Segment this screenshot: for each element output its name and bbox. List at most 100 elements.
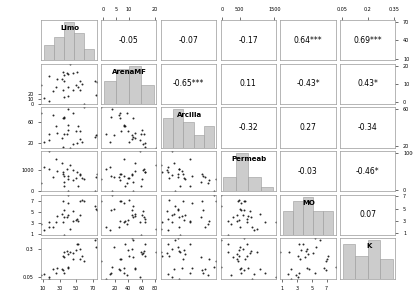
Point <box>285 249 291 254</box>
Bar <box>367 240 380 279</box>
Point <box>109 189 116 194</box>
Point <box>110 175 116 180</box>
Point <box>64 132 70 137</box>
Point <box>247 248 254 253</box>
Point <box>141 170 148 175</box>
Point <box>141 254 148 259</box>
Point <box>198 268 205 273</box>
Point <box>65 123 71 128</box>
Point <box>110 133 116 138</box>
Point <box>65 174 71 179</box>
Point <box>228 221 234 226</box>
Point <box>174 245 181 250</box>
Point <box>201 175 208 180</box>
Point <box>115 266 121 271</box>
Bar <box>84 49 94 60</box>
Point <box>52 124 59 129</box>
Point <box>76 199 83 204</box>
Point <box>116 177 123 182</box>
Point <box>140 141 146 146</box>
Point <box>81 102 87 107</box>
Point <box>59 199 66 204</box>
Point <box>141 242 148 247</box>
Text: -0.03: -0.03 <box>297 167 317 176</box>
Point <box>54 169 60 174</box>
Point <box>287 276 293 281</box>
Point <box>61 94 67 99</box>
Point <box>243 242 250 247</box>
Point <box>136 148 142 153</box>
Point <box>304 252 310 257</box>
Point <box>107 208 114 213</box>
Point <box>46 225 52 230</box>
Point <box>64 107 71 111</box>
Point <box>141 170 148 175</box>
Point <box>140 167 147 172</box>
Point <box>179 199 186 204</box>
Text: 0.27: 0.27 <box>299 123 316 132</box>
Point <box>81 176 87 181</box>
Point <box>246 251 252 256</box>
Point <box>77 247 83 252</box>
Point <box>124 176 131 180</box>
Point <box>217 192 223 197</box>
Point <box>181 177 188 182</box>
Point <box>91 189 98 194</box>
Point <box>224 219 231 224</box>
Point <box>311 236 318 241</box>
Point <box>61 180 67 184</box>
Point <box>61 131 67 136</box>
Point <box>116 268 123 273</box>
Point <box>240 236 247 241</box>
Text: -0.07: -0.07 <box>178 36 198 45</box>
Point <box>124 218 131 223</box>
Point <box>163 209 170 214</box>
Point <box>168 148 175 153</box>
Point <box>59 254 66 259</box>
Point <box>74 219 81 224</box>
Point <box>301 248 308 253</box>
Point <box>294 254 301 259</box>
Point <box>132 169 138 174</box>
Point <box>64 248 70 253</box>
Point <box>171 204 178 209</box>
Point <box>305 267 311 272</box>
Point <box>217 264 223 269</box>
Point <box>159 170 165 175</box>
Point <box>106 272 113 277</box>
Point <box>178 169 185 174</box>
Point <box>230 215 236 220</box>
Point <box>237 201 244 206</box>
Point <box>235 198 242 203</box>
Point <box>65 201 71 206</box>
Point <box>237 245 243 250</box>
Point <box>295 241 301 246</box>
Point <box>41 95 47 100</box>
Point <box>224 241 231 246</box>
Point <box>120 271 127 276</box>
Point <box>61 79 67 83</box>
Point <box>180 218 187 223</box>
Point <box>54 265 60 270</box>
Point <box>123 111 130 116</box>
Point <box>303 247 310 252</box>
Bar <box>248 177 260 191</box>
Point <box>117 257 124 262</box>
Text: Permeab: Permeab <box>231 156 266 162</box>
Point <box>102 132 109 137</box>
Bar <box>302 197 312 235</box>
Point <box>187 219 193 224</box>
Point <box>81 105 87 110</box>
Point <box>91 135 98 140</box>
Point <box>261 271 268 276</box>
Point <box>61 174 67 179</box>
Point <box>168 275 175 280</box>
Point <box>115 113 121 118</box>
Point <box>323 257 329 262</box>
Point <box>256 267 262 272</box>
Bar <box>163 118 173 148</box>
Point <box>176 167 182 172</box>
Point <box>180 176 187 180</box>
Point <box>323 268 329 273</box>
Point <box>246 209 252 214</box>
